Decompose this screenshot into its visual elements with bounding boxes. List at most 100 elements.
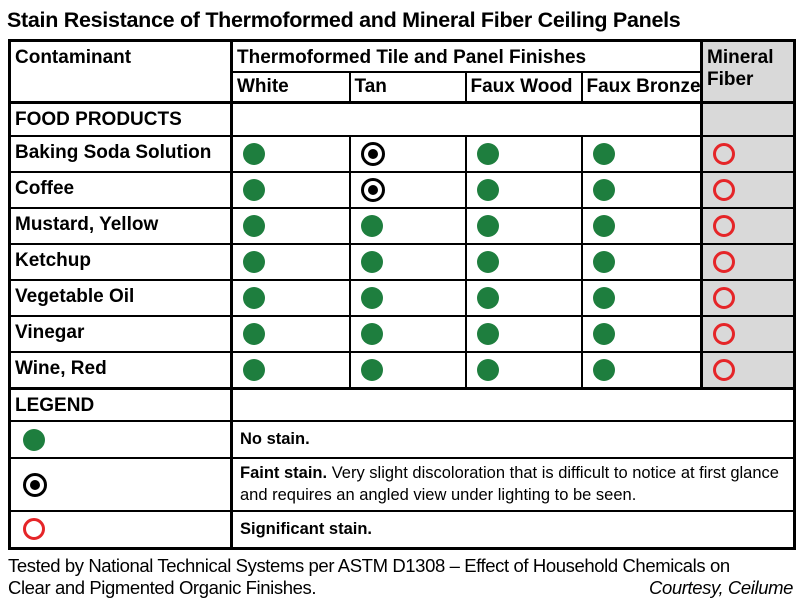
cell-white (230, 135, 351, 174)
table-row: Vegetable Oil (8, 279, 796, 318)
cell-faux-wood (464, 171, 583, 210)
column-header-tan: Tan (348, 71, 467, 104)
stain-rating-icon (476, 359, 499, 382)
stain-rating-icon (360, 251, 383, 274)
cell-mineral-fiber (700, 207, 796, 246)
legend-icon-cell (8, 420, 233, 460)
cell-faux-bronze (580, 207, 703, 246)
cell-mineral-fiber (700, 279, 796, 318)
cell-mineral-fiber (700, 351, 796, 390)
empty-cell (230, 100, 703, 138)
stain-rating-icon (713, 179, 735, 202)
column-header-white: White (230, 71, 351, 104)
cell-faux-wood (464, 315, 583, 354)
footnote: Tested by National Technical Systems per… (8, 555, 793, 600)
table-row: Mustard, Yellow (8, 207, 796, 246)
cell-white (230, 171, 351, 210)
courtesy-credit: Courtesy, Ceilume (649, 577, 793, 599)
cell-faux-wood (464, 135, 583, 174)
stain-rating-icon (592, 215, 615, 238)
cell-faux-bronze (580, 351, 703, 390)
stain-rating-icon (360, 215, 383, 238)
stain-rating-icon (476, 179, 499, 202)
cell-faux-bronze (580, 279, 703, 318)
row-label: Coffee (8, 171, 233, 210)
no-stain-legend-icon (23, 428, 45, 451)
cell-tan (348, 243, 467, 282)
section-header: FOOD PRODUCTS (8, 100, 233, 138)
stain-rating-icon (360, 359, 383, 382)
cell-faux-bronze (580, 243, 703, 282)
stain-rating-icon (243, 323, 265, 346)
legend-description: Faint stain. Very slight discoloration t… (230, 457, 796, 513)
legend-desc-text: Very slight discoloration that is diffic… (240, 464, 779, 504)
row-label: Mustard, Yellow (8, 207, 233, 246)
stain-rating-icon (243, 215, 265, 238)
cell-white (230, 207, 351, 246)
cell-white (230, 279, 351, 318)
cell-faux-wood (464, 351, 583, 390)
column-header-faux-bronze: Faux Bronze (580, 71, 703, 104)
cell-tan (348, 315, 467, 354)
cell-faux-wood (464, 207, 583, 246)
footnote-line1: Tested by National Technical Systems per… (8, 554, 730, 576)
cell-tan (348, 207, 467, 246)
legend-term: Faint stain. (240, 464, 328, 483)
stain-rating-icon (713, 143, 735, 166)
stain-rating-icon (476, 215, 499, 238)
cell-mineral-fiber (700, 171, 796, 210)
stain-rating-icon (592, 179, 615, 202)
cell-tan (348, 279, 467, 318)
column-header-mineral-fiber: Mineral Fiber (700, 39, 796, 104)
cell-mineral-fiber (700, 315, 796, 354)
legend-term: Significant stain. (240, 519, 373, 538)
stain-rating-icon (360, 287, 383, 310)
stain-rating-icon (360, 178, 385, 203)
stain-rating-icon (713, 251, 735, 274)
cell-faux-bronze (580, 135, 703, 174)
stain-rating-icon (713, 323, 735, 346)
stain-rating-icon (476, 251, 499, 274)
stain-rating-icon (713, 359, 735, 382)
stain-rating-icon (243, 251, 265, 274)
row-label: Ketchup (8, 243, 233, 282)
stain-rating-icon (243, 359, 265, 382)
table-row: Vinegar (8, 315, 796, 354)
cell-faux-wood (464, 279, 583, 318)
cell-white (230, 315, 351, 354)
legend-row-faint-stain: Faint stain. Very slight discoloration t… (8, 457, 796, 513)
cell-mineral-fiber (700, 243, 796, 282)
cell-faux-wood (464, 243, 583, 282)
cell-tan (348, 135, 467, 174)
column-header-faux-wood: Faux Wood (464, 71, 583, 104)
legend-description: Significant stain. (230, 510, 796, 550)
stain-rating-icon (476, 143, 499, 166)
cell-faux-bronze (580, 315, 703, 354)
page-title: Stain Resistance of Thermoformed and Min… (7, 8, 681, 32)
section-row-food-products: FOOD PRODUCTS (8, 100, 796, 138)
faint-stain-legend-icon (23, 472, 47, 497)
header-row-group: Contaminant Thermoformed Tile and Panel … (8, 39, 796, 104)
legend-row-significant-stain: Significant stain. (8, 510, 796, 550)
legend-header-row: LEGEND (8, 386, 796, 423)
stain-rating-icon (243, 143, 265, 166)
stain-rating-icon (243, 287, 265, 310)
stain-rating-icon (592, 143, 615, 166)
row-label: Wine, Red (8, 351, 233, 390)
stain-rating-icon (360, 142, 385, 167)
stain-rating-icon (592, 359, 615, 382)
cell-white (230, 243, 351, 282)
stain-rating-icon (592, 251, 615, 274)
table-row: Coffee (8, 171, 796, 210)
stain-rating-icon (592, 287, 615, 310)
legend-term: No stain. (240, 430, 310, 449)
cell-tan (348, 171, 467, 210)
header-row-finishes: White Tan Faux Wood Faux Bronze (10, 71, 795, 104)
cell-mineral-fiber (700, 135, 796, 174)
legend-icon-cell (8, 510, 233, 550)
stain-rating-icon (713, 215, 735, 238)
empty-mineral-fiber-cell (700, 100, 796, 138)
stain-rating-icon (360, 323, 383, 346)
legend-row-no-stain: No stain. (8, 420, 796, 460)
